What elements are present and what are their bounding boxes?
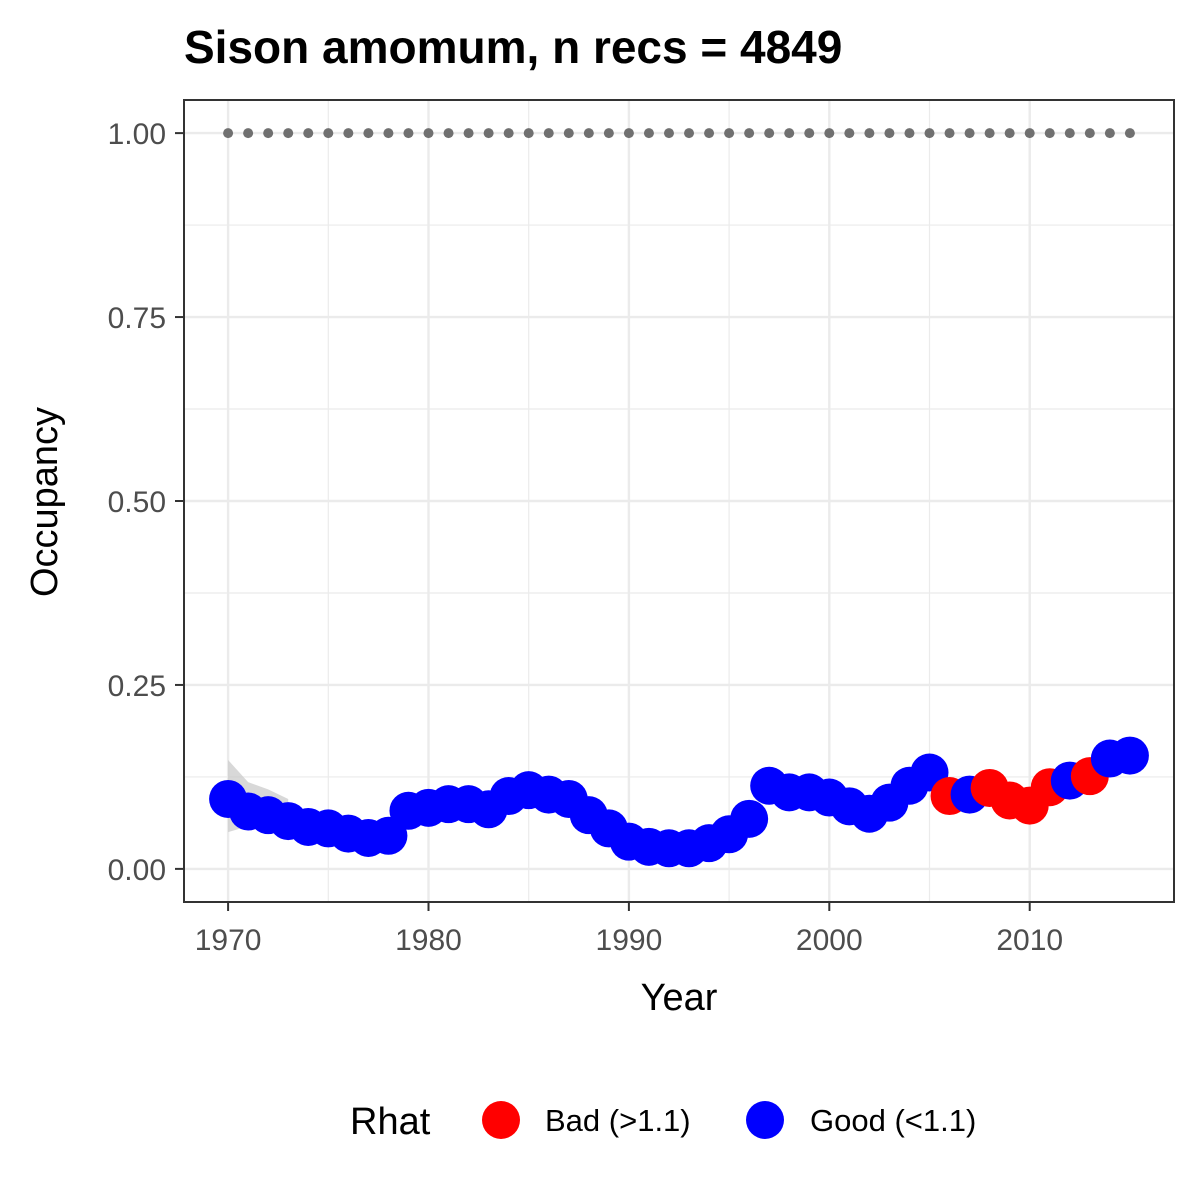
grid-lines bbox=[184, 100, 1174, 902]
x-axis: 1970 1980 1990 2000 2010 bbox=[195, 902, 1063, 957]
reference-dot bbox=[964, 128, 975, 139]
x-tick-label: 2000 bbox=[796, 924, 863, 957]
reference-dot bbox=[303, 128, 314, 139]
reference-dot bbox=[383, 128, 394, 139]
x-tick-label: 1980 bbox=[395, 924, 462, 957]
reference-dot bbox=[704, 128, 715, 139]
reference-dot bbox=[1064, 128, 1075, 139]
reference-dot bbox=[984, 128, 995, 139]
reference-dot bbox=[603, 128, 614, 139]
reference-dot bbox=[443, 128, 454, 139]
occupancy-point-good bbox=[1110, 736, 1149, 775]
reference-dot bbox=[824, 128, 835, 139]
reference-line-layer bbox=[223, 128, 1135, 139]
y-tick-label: 0.50 bbox=[108, 486, 166, 519]
reference-dot bbox=[323, 128, 334, 139]
reference-dot bbox=[1044, 128, 1055, 139]
reference-dot bbox=[583, 128, 594, 139]
y-axis-title: Occupancy bbox=[24, 407, 66, 597]
reference-dot bbox=[463, 128, 474, 139]
reference-dot bbox=[663, 128, 674, 139]
reference-dot bbox=[243, 128, 254, 139]
x-tick-label: 1990 bbox=[596, 924, 663, 957]
reference-dot bbox=[623, 128, 634, 139]
reference-dot bbox=[1024, 128, 1035, 139]
reference-dot bbox=[1084, 128, 1095, 139]
legend-label-bad: Bad (>1.1) bbox=[545, 1103, 691, 1138]
reference-dot bbox=[483, 128, 494, 139]
reference-dot bbox=[904, 128, 915, 139]
reference-dot bbox=[764, 128, 775, 139]
reference-dot bbox=[1004, 128, 1015, 139]
legend: Rhat Bad (>1.1) Good (<1.1) bbox=[350, 1101, 976, 1143]
reference-dot bbox=[864, 128, 875, 139]
legend-label-good: Good (<1.1) bbox=[810, 1103, 976, 1138]
reference-dot bbox=[1104, 128, 1115, 139]
reference-dot bbox=[684, 128, 695, 139]
reference-dot bbox=[543, 128, 554, 139]
reference-dot bbox=[403, 128, 414, 139]
reference-dot bbox=[223, 128, 234, 139]
y-tick-label: 0.75 bbox=[108, 302, 166, 335]
reference-dot bbox=[924, 128, 935, 139]
reference-dot bbox=[563, 128, 574, 139]
y-tick-label: 0.25 bbox=[108, 670, 166, 703]
reference-dot bbox=[744, 128, 755, 139]
legend-key-bad bbox=[482, 1101, 520, 1139]
y-axis: 0.00 0.25 0.50 0.75 1.00 bbox=[108, 118, 184, 887]
reference-dot bbox=[884, 128, 895, 139]
reference-dot bbox=[784, 128, 795, 139]
chart-title: Sison amomum, n recs = 4849 bbox=[184, 21, 842, 73]
reference-dot bbox=[1124, 128, 1135, 139]
occupancy-point-good bbox=[730, 799, 769, 838]
legend-title: Rhat bbox=[350, 1101, 431, 1143]
plot-panel bbox=[183, 99, 1175, 903]
reference-dot bbox=[343, 128, 354, 139]
reference-dot bbox=[523, 128, 534, 139]
legend-key-good bbox=[746, 1101, 784, 1139]
x-tick-label: 2010 bbox=[996, 924, 1063, 957]
x-tick-label: 1970 bbox=[195, 924, 262, 957]
reference-dot bbox=[643, 128, 654, 139]
reference-dot bbox=[423, 128, 434, 139]
reference-dot bbox=[503, 128, 514, 139]
occupancy-points-layer bbox=[209, 736, 1149, 868]
reference-dot bbox=[844, 128, 855, 139]
y-tick-label: 0.00 bbox=[108, 854, 166, 887]
reference-dot bbox=[363, 128, 374, 139]
reference-dot bbox=[283, 128, 294, 139]
reference-dot bbox=[804, 128, 815, 139]
reference-dot bbox=[263, 128, 274, 139]
reference-dot bbox=[724, 128, 735, 139]
reference-dot bbox=[944, 128, 955, 139]
x-axis-title: Year bbox=[641, 977, 718, 1019]
y-tick-label: 1.00 bbox=[108, 118, 166, 151]
